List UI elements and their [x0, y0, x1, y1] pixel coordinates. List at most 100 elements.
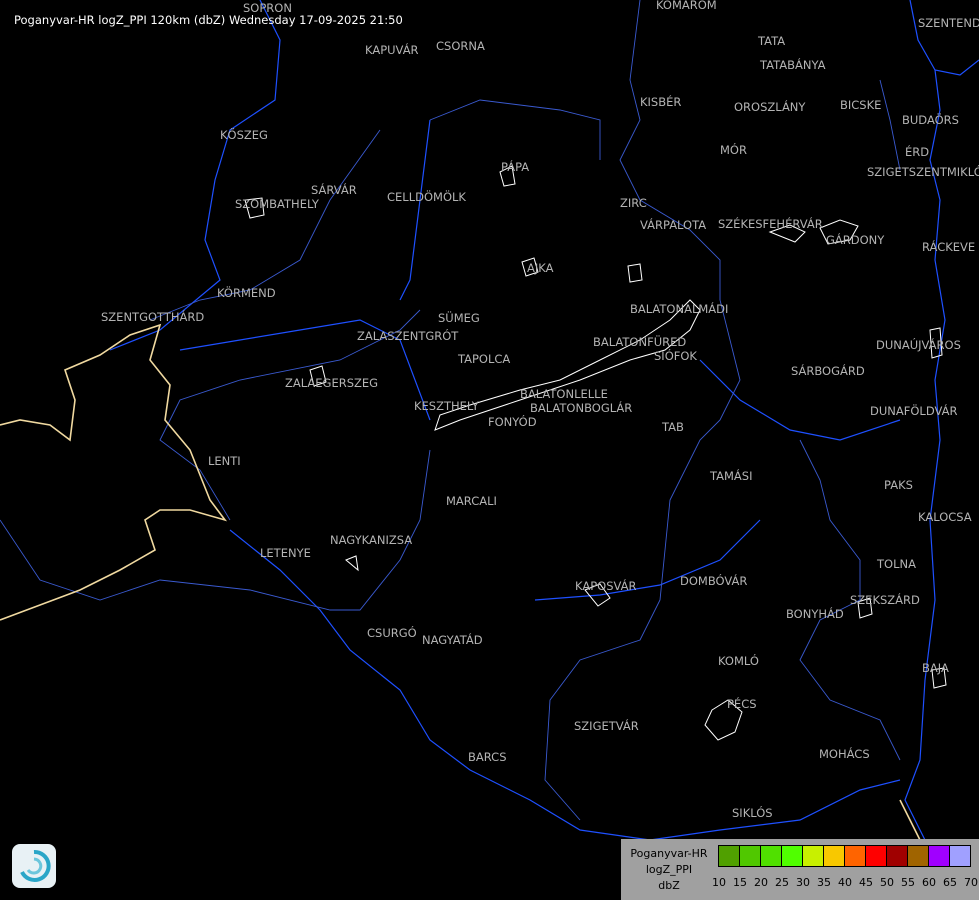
city-label: SZENTENDRE: [918, 16, 979, 30]
legend-tick-label: 60: [922, 876, 936, 889]
city-label: ZALAEGERSZEG: [285, 376, 379, 390]
city-label: SÜMEG: [438, 311, 480, 325]
legend-swatch: [740, 846, 761, 866]
radar-title: Poganyvar-HR logZ_PPI 120km (dbZ) Wednes…: [14, 13, 403, 27]
legend-tick-label: 45: [859, 876, 873, 889]
legend-tick-label: 65: [943, 876, 957, 889]
city-label: DUNAÚJVÁROS: [876, 338, 961, 352]
legend-swatch: [950, 846, 970, 866]
city-label: MOHÁCS: [819, 747, 870, 761]
legend-unit: dbZ: [658, 879, 680, 892]
city-label: BARCS: [468, 750, 507, 764]
city-label: LENTI: [208, 454, 241, 468]
raba-river: [109, 0, 281, 351]
rivers: [109, 0, 979, 851]
city-label: KÖRMEND: [217, 286, 276, 300]
city-label: ÉRD: [905, 145, 930, 159]
drava-river: [229, 529, 901, 841]
legend-tick-label: 15: [733, 876, 747, 889]
danube-river: [904, 0, 979, 851]
city-label: SZEKSZÁRD: [850, 593, 920, 607]
city-label: SÁRVÁR: [311, 183, 357, 197]
city-label: SZÉKESFEHÉRVÁR: [718, 217, 823, 231]
city-label: KISBÉR: [640, 95, 682, 109]
legend-color-scale: [718, 845, 971, 867]
city-label: MARCALI: [446, 494, 497, 508]
legend-tick-label: 35: [817, 876, 831, 889]
city-label: TAB: [662, 420, 684, 434]
city-label: CELLDÖMÖLK: [387, 190, 466, 204]
city-label: SZOMBATHELY: [235, 197, 319, 211]
city-label: SIÓFOK: [654, 349, 697, 363]
city-label: SIKLÓS: [732, 806, 773, 820]
city-label: OROSZLÁNY: [734, 100, 806, 114]
city-label: SZENTGOTTHÁRD: [101, 310, 205, 324]
legend-swatch: [782, 846, 803, 866]
city-label: ZALASZENTGRÓT: [357, 329, 459, 343]
city-label: CSORNA: [436, 39, 485, 53]
legend-tick-label: 25: [775, 876, 789, 889]
city-label: BALATONLELLE: [520, 387, 608, 401]
legend-swatch: [761, 846, 782, 866]
city-label: AJKA: [527, 261, 554, 275]
city-label: KOMLÓ: [718, 654, 759, 668]
legend-swatch: [719, 846, 740, 866]
city-label: BALATONFÜRED: [593, 335, 687, 349]
city-label: RÁCKEVE: [922, 240, 976, 254]
city-label: SZIGETSZENTMIKLÓS: [867, 165, 979, 179]
legend-swatch: [845, 846, 866, 866]
city-label: BAJA: [922, 661, 949, 675]
city-label: TAPOLCA: [458, 352, 511, 366]
city-label: KESZTHELY: [414, 399, 479, 413]
city-label: TATABÁNYA: [760, 58, 826, 72]
city-label: DOMBÓVÁR: [680, 574, 748, 588]
city-label: TATA: [758, 34, 786, 48]
city-label: KAPUVÁR: [365, 43, 419, 57]
city-label: BUDAÖRS: [902, 113, 959, 127]
city-label: KALOCSA: [918, 510, 972, 524]
city-label: PAKS: [884, 478, 913, 492]
radar-echoes: [244, 165, 947, 741]
swirl-logo-icon: [20, 849, 51, 882]
city-label: BALATONBOGLÁR: [530, 401, 633, 415]
city-label: SÁRBOGÁRD: [791, 364, 865, 378]
legend-swatch: [887, 846, 908, 866]
dbz-legend: Poganyvar-HR logZ_PPI dbZ 10 15 20 25 30 35 40…: [621, 839, 979, 900]
city-label: TAMÁSI: [710, 469, 753, 483]
city-label: DUNAFÖLDVÁR: [870, 404, 958, 418]
city-label: SZIGETVÁR: [574, 719, 639, 733]
legend-swatch: [803, 846, 824, 866]
legend-swatch: [929, 846, 950, 866]
city-label: CSURGÓ: [367, 626, 417, 640]
legend-swatch: [824, 846, 845, 866]
city-label: NAGYKANIZSA: [330, 533, 413, 547]
city-label: KŐSZEG: [220, 128, 268, 142]
city-label: BALATONALMÁDI: [630, 302, 729, 316]
city-label: PÉCS: [727, 697, 757, 711]
legend-swatch: [866, 846, 887, 866]
city-label: TOLNA: [877, 557, 916, 571]
radar-swirl-logo: [12, 844, 56, 888]
legend-tick-label: 20: [754, 876, 768, 889]
city-label: VÁRPALOTA: [640, 218, 707, 232]
legend-tick-label: 40: [838, 876, 852, 889]
city-label: BONYHÁD: [786, 607, 844, 621]
city-label: MÓR: [720, 143, 747, 157]
legend-tick-label: 55: [901, 876, 915, 889]
zala-river: [179, 319, 431, 421]
city-label: PÁPA: [501, 160, 530, 174]
legend-radar-name: Poganyvar-HR: [630, 847, 708, 860]
city-label: GÁRDONY: [826, 233, 885, 247]
city-label: NAGYATÁD: [422, 633, 483, 647]
kapos-river: [534, 519, 761, 601]
county-borders: [0, 0, 901, 821]
city-label: KAPOSVÁR: [575, 579, 637, 593]
marcal-river: [399, 119, 431, 301]
legend-tick-label: 30: [796, 876, 810, 889]
city-label: BICSKE: [840, 98, 882, 112]
city-label: ZIRC: [620, 196, 647, 210]
legend-tick-label: 50: [880, 876, 894, 889]
balaton-lake: [434, 299, 701, 431]
